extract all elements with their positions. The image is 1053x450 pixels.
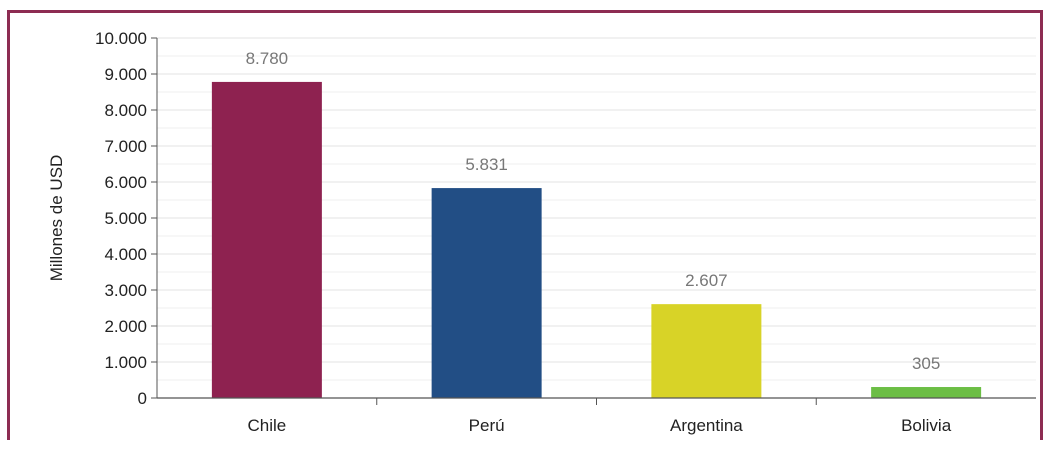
data-label: 5.831 (465, 155, 508, 174)
bar-bolivia (871, 387, 982, 398)
x-tick-label: Argentina (670, 416, 743, 435)
y-tick-label: 10.000 (95, 29, 147, 48)
y-tick-label: 6.000 (104, 173, 147, 192)
bars: 8.780 5.831 2.607 305 (211, 49, 982, 399)
bar-argentina (651, 304, 762, 398)
y-tick-label: 7.000 (104, 137, 147, 156)
x-tick-label: Bolivia (901, 416, 952, 435)
y-tick-label: 9.000 (104, 65, 147, 84)
x-tick-label: Chile (248, 416, 287, 435)
y-tick-label: 1.000 (104, 353, 147, 372)
bar-chile (211, 81, 322, 399)
y-tick-label: 8.000 (104, 101, 147, 120)
y-axis-title: Millones de USD (47, 155, 66, 282)
y-tick-label: 2.000 (104, 317, 147, 336)
y-tick-label: 0 (138, 389, 147, 408)
data-label: 8.780 (246, 49, 289, 68)
y-tick-label: 3.000 (104, 281, 147, 300)
x-tick-label: Perú (469, 416, 505, 435)
axes: 0 1.000 2.000 3.000 4.000 5.000 6.000 7.000 8.00… (95, 29, 1036, 435)
y-tick-label: 5.000 (104, 209, 147, 228)
data-label: 305 (912, 354, 940, 373)
bar-per (431, 188, 542, 398)
y-tick-label: 4.000 (104, 245, 147, 264)
data-label: 2.607 (685, 271, 728, 290)
